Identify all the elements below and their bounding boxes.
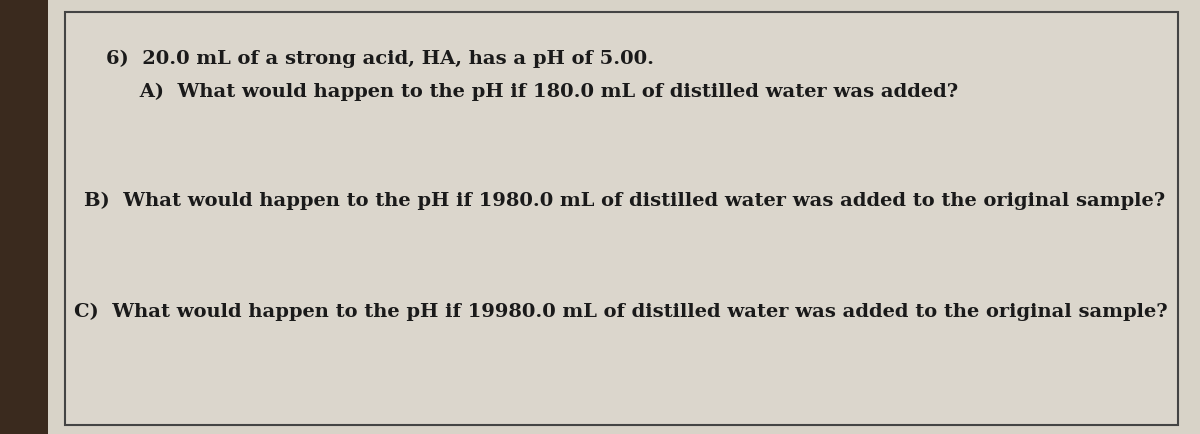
- Text: A)  What would happen to the pH if 180.0 mL of distilled water was added?: A) What would happen to the pH if 180.0 …: [106, 82, 958, 101]
- Text: B)  What would happen to the pH if 1980.0 mL of distilled water was added to the: B) What would happen to the pH if 1980.0…: [84, 191, 1165, 209]
- Text: 6)  20.0 mL of a strong acid, HA, has a pH of 5.00.: 6) 20.0 mL of a strong acid, HA, has a p…: [106, 50, 654, 68]
- Text: C)  What would happen to the pH if 19980.0 mL of distilled water was added to th: C) What would happen to the pH if 19980.…: [74, 302, 1168, 320]
